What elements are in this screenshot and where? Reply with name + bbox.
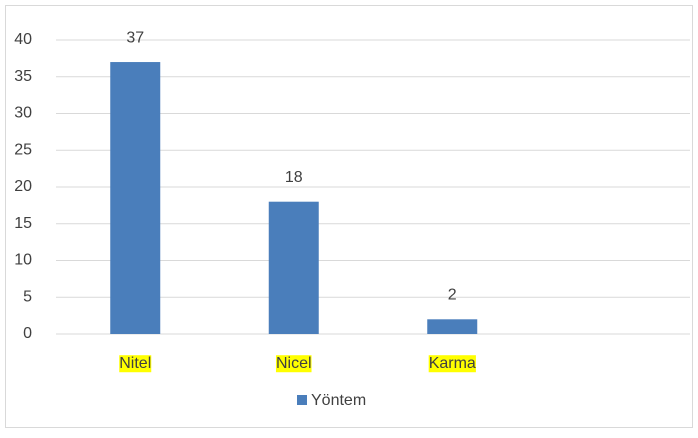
x-tick-label: Nitel (119, 355, 151, 372)
bar (110, 62, 161, 335)
legend-swatch (297, 395, 307, 405)
label-highlight (428, 355, 476, 373)
y-tick-label: 10 (14, 252, 32, 269)
x-tick-label: Karma (429, 355, 476, 372)
x-tick-label: Nicel (276, 355, 312, 372)
data-label: 18 (285, 169, 303, 186)
label-highlight (119, 355, 152, 373)
y-tick-label: 15 (14, 215, 32, 232)
y-tick-label: 30 (14, 105, 32, 122)
x-tick: Nitel (119, 355, 152, 373)
y-tick-label: 5 (23, 288, 32, 305)
x-tick: Nicel (275, 355, 312, 373)
y-tick-label: 0 (23, 325, 32, 342)
data-label: 2 (448, 287, 457, 304)
y-tick-label: 40 (14, 31, 32, 48)
label-highlight (275, 355, 312, 373)
bar (268, 201, 319, 334)
bar (427, 319, 478, 334)
y-tick-label: 20 (14, 178, 32, 195)
chart-border (5, 5, 693, 428)
data-label: 37 (126, 29, 144, 46)
y-tick-label: 25 (14, 141, 32, 158)
y-tick-label: 35 (14, 68, 32, 85)
legend-label: Yöntem (311, 392, 366, 409)
x-tick: Karma (428, 355, 476, 373)
